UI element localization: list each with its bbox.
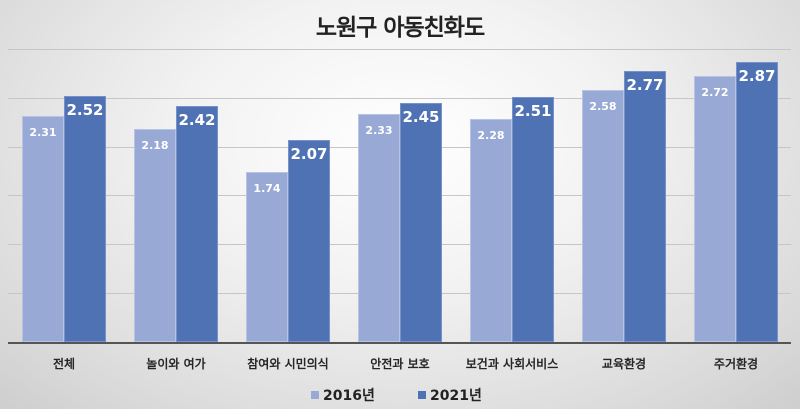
data-label: 2.42	[178, 110, 216, 129]
legend-label-2021: 2021년	[430, 388, 482, 404]
category-label: 안전과 보호	[370, 357, 430, 371]
bar-2021: 2.07	[288, 139, 330, 342]
data-label: 2.52	[66, 100, 104, 119]
bar-2021: 2.45	[400, 102, 442, 342]
data-label: 2.77	[626, 76, 664, 95]
data-label: 2.72	[701, 86, 729, 100]
category-label: 전체	[52, 357, 76, 371]
bar-2021: 2.77	[624, 71, 666, 342]
bar-2021: 2.87	[736, 61, 778, 342]
bar-2021: 2.42	[176, 105, 218, 342]
data-label: 2.31	[29, 126, 57, 140]
legend: 2016년 2021년	[0, 385, 800, 405]
category-label: 교육환경	[601, 357, 647, 371]
data-label: 2.51	[514, 101, 552, 120]
bar-2016: 2.33	[358, 114, 400, 342]
bar-2016: 2.31	[22, 116, 64, 342]
bar-2016: 2.28	[470, 119, 512, 342]
data-label: 2.87	[738, 66, 776, 85]
data-label: 2.07	[290, 144, 328, 163]
data-label: 2.33	[365, 124, 393, 138]
bar-2016: 2.72	[694, 76, 736, 342]
data-label: 2.28	[477, 129, 505, 143]
category-label: 보건과 사회서비스	[465, 357, 559, 371]
bar-2016: 2.58	[582, 89, 624, 342]
category-label: 놀이와 여가	[146, 357, 206, 371]
data-label: 1.74	[253, 182, 281, 195]
bar-2016: 1.74	[246, 172, 288, 342]
legend-label-2016: 2016년	[323, 388, 375, 404]
legend-swatch-2021	[418, 391, 426, 399]
chart-title: 노원구 아동친화도	[315, 15, 485, 41]
legend-item-2016: 2016년	[311, 385, 375, 405]
category-label: 참여와 시민의식	[247, 357, 329, 371]
x-axis-line	[8, 342, 791, 344]
category-label: 주거환경	[713, 357, 759, 371]
gridline	[8, 49, 791, 50]
bar-2016: 2.18	[134, 129, 176, 342]
legend-item-2021: 2021년	[418, 385, 482, 405]
gridline	[8, 98, 791, 99]
data-label: 2.18	[141, 139, 169, 152]
legend-swatch-2016	[311, 391, 319, 399]
bar-2021: 2.52	[64, 95, 106, 342]
data-label: 2.58	[589, 99, 617, 113]
plot-area: 2.31 2.52 전체 2.18 2.42 놀이와 여가 1.74 2.07 참여와 시민의식…	[8, 0, 791, 409]
data-label: 2.45	[402, 107, 440, 126]
bar-2021: 2.51	[512, 96, 554, 342]
